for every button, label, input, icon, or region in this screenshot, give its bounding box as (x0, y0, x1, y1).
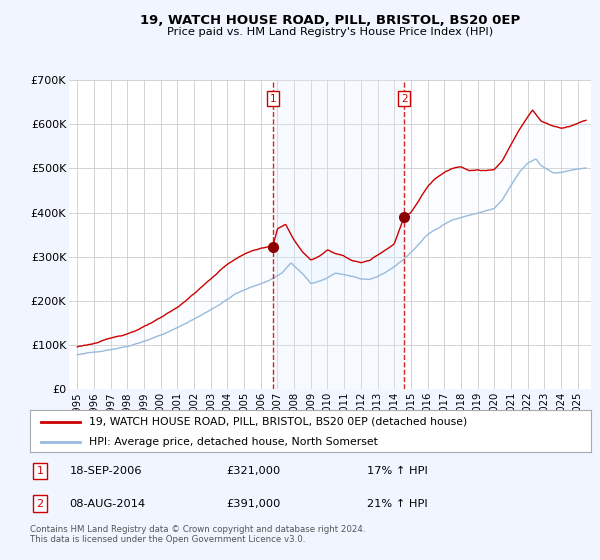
Text: 21% ↑ HPI: 21% ↑ HPI (367, 498, 427, 508)
Text: 2: 2 (401, 94, 407, 104)
Text: 1: 1 (269, 94, 276, 104)
Text: 18-SEP-2006: 18-SEP-2006 (69, 466, 142, 476)
Text: 19, WATCH HOUSE ROAD, PILL, BRISTOL, BS20 0EP (detached house): 19, WATCH HOUSE ROAD, PILL, BRISTOL, BS2… (89, 417, 467, 427)
Text: 2: 2 (37, 498, 44, 508)
Text: Contains HM Land Registry data © Crown copyright and database right 2024.
This d: Contains HM Land Registry data © Crown c… (30, 525, 365, 544)
Text: Price paid vs. HM Land Registry's House Price Index (HPI): Price paid vs. HM Land Registry's House … (167, 27, 493, 37)
Text: £391,000: £391,000 (226, 498, 281, 508)
Text: HPI: Average price, detached house, North Somerset: HPI: Average price, detached house, Nort… (89, 437, 378, 447)
Text: 08-AUG-2014: 08-AUG-2014 (69, 498, 145, 508)
Bar (273, 80, 404, 389)
Text: £321,000: £321,000 (226, 466, 281, 476)
Text: 19, WATCH HOUSE ROAD, PILL, BRISTOL, BS20 0EP: 19, WATCH HOUSE ROAD, PILL, BRISTOL, BS2… (140, 14, 520, 27)
Text: 17% ↑ HPI: 17% ↑ HPI (367, 466, 427, 476)
Text: 1: 1 (37, 466, 44, 476)
